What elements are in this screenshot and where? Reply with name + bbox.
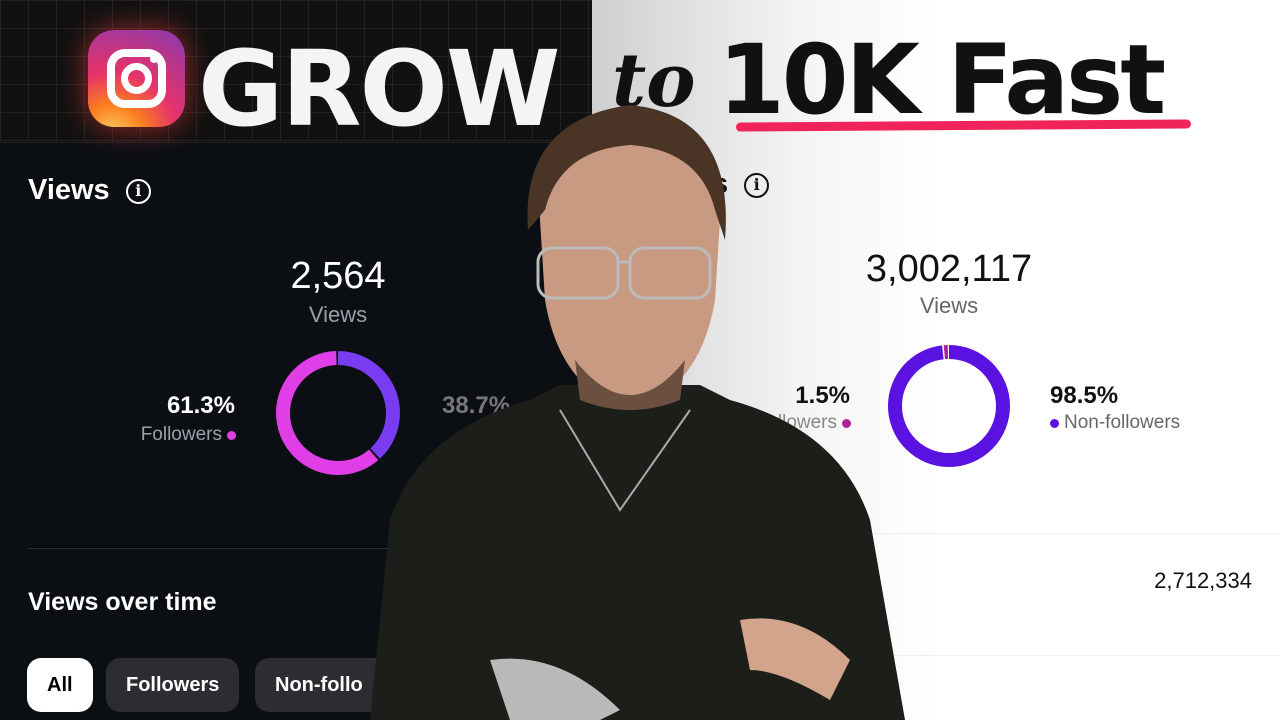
views-over-time-title: Views over time xyxy=(28,588,217,616)
divider xyxy=(28,548,588,549)
filter-followers[interactable]: Followers xyxy=(106,658,240,712)
left-views-title: Views i xyxy=(28,174,151,207)
filter-all[interactable]: All xyxy=(27,658,93,712)
left-followers-legend: Followers xyxy=(141,424,236,446)
right-donut-chart xyxy=(888,345,1010,467)
legend-label: Non-followers xyxy=(1064,412,1181,433)
left-followers-pct: 61.3% xyxy=(166,392,235,419)
left-total-views: 2,564 xyxy=(290,255,386,297)
headline-grow: GROW xyxy=(198,28,561,150)
donut-nonfollowers-segment xyxy=(276,351,400,475)
legend-dot xyxy=(1050,419,1059,428)
left-total-label: Views xyxy=(308,302,368,327)
headline-10k-fast: 10K Fast xyxy=(718,24,1166,136)
divider xyxy=(700,655,1280,656)
row-value: 2,712,334 xyxy=(1154,568,1252,593)
right-total-label: Views xyxy=(919,293,979,318)
presenter-photo xyxy=(370,105,905,720)
info-icon[interactable]: i xyxy=(125,179,151,204)
right-total-views: 3,002,117 xyxy=(865,248,1033,290)
section-title-text: Views xyxy=(28,174,110,206)
divider xyxy=(700,533,1280,534)
legend-dot xyxy=(842,419,851,428)
right-followers-pct: 1.5% xyxy=(795,382,850,409)
donut-nonfollowers-segment xyxy=(888,345,1010,467)
left-donut-chart xyxy=(276,351,400,475)
legend-dot xyxy=(227,431,236,440)
right-nonfollowers-legend: Non-followers xyxy=(1045,412,1180,434)
legend-label: Followers xyxy=(140,424,222,445)
instagram-logo-icon xyxy=(88,30,185,127)
donut-followers-segment xyxy=(276,351,400,475)
info-icon[interactable]: i xyxy=(744,173,770,198)
right-nonfollowers-pct: 98.5% xyxy=(1050,382,1119,409)
